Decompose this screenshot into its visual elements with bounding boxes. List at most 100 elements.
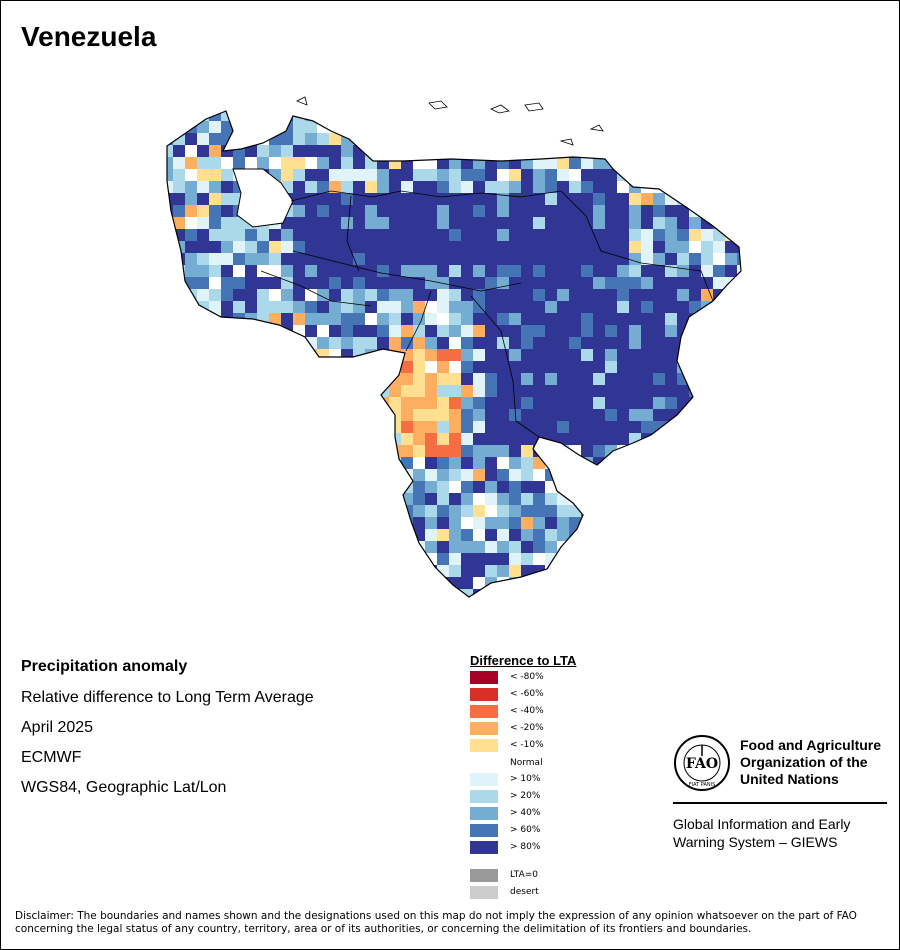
anomaly-cell [497, 445, 509, 457]
anomaly-cell [593, 313, 605, 325]
anomaly-cell [689, 493, 701, 505]
anomaly-cell [521, 313, 533, 325]
anomaly-cell [629, 229, 641, 241]
anomaly-cell [605, 373, 617, 385]
anomaly-cell [485, 181, 497, 193]
anomaly-cell [377, 111, 389, 121]
anomaly-cell [461, 385, 473, 397]
anomaly-cell [317, 265, 329, 277]
anomaly-cell [221, 445, 233, 457]
anomaly-cell [449, 349, 461, 361]
anomaly-cell [629, 157, 641, 169]
anomaly-cell [293, 349, 305, 361]
anomaly-cell [173, 361, 185, 373]
anomaly-cell [593, 277, 605, 289]
anomaly-cell [665, 97, 677, 109]
anomaly-cell [689, 157, 701, 169]
anomaly-cell [401, 145, 413, 157]
anomaly-cell [473, 229, 485, 241]
anomaly-cell [341, 205, 353, 217]
anomaly-cell [209, 325, 221, 337]
anomaly-cell [497, 229, 509, 241]
anomaly-cell [461, 229, 473, 241]
anomaly-cell [413, 577, 425, 589]
anomaly-cell [473, 133, 485, 145]
anomaly-cell [233, 433, 245, 445]
anomaly-cell [473, 241, 485, 253]
anomaly-cell [569, 589, 581, 597]
anomaly-cell [521, 481, 533, 493]
anomaly-cell [257, 457, 269, 469]
anomaly-cell [545, 313, 557, 325]
anomaly-cell [497, 541, 509, 553]
anomaly-cell [401, 277, 413, 289]
anomaly-cell [473, 493, 485, 505]
anomaly-cell [521, 493, 533, 505]
anomaly-cell [269, 433, 281, 445]
anomaly-cell [173, 349, 185, 361]
anomaly-cell [509, 145, 521, 157]
anomaly-cell [557, 553, 569, 565]
anomaly-cell [389, 445, 401, 457]
anomaly-cell [353, 481, 365, 493]
anomaly-cell [641, 229, 653, 241]
anomaly-cell [713, 253, 725, 265]
anomaly-cell [557, 265, 569, 277]
anomaly-cell [401, 553, 413, 565]
anomaly-cell [509, 493, 521, 505]
anomaly-cell [737, 337, 741, 349]
anomaly-cell [689, 469, 701, 481]
anomaly-cell [485, 121, 497, 133]
anomaly-cell [281, 385, 293, 397]
anomaly-cell [737, 397, 741, 409]
anomaly-cell [197, 97, 209, 109]
anomaly-cell [245, 157, 257, 169]
anomaly-cell [701, 373, 713, 385]
anomaly-cell [209, 577, 221, 589]
anomaly-cell [401, 169, 413, 181]
anomaly-cell [617, 541, 629, 553]
anomaly-cell [305, 169, 317, 181]
anomaly-cell [701, 313, 713, 325]
anomaly-cell [605, 481, 617, 493]
anomaly-cell [569, 493, 581, 505]
anomaly-cell [665, 265, 677, 277]
anomaly-cell [677, 157, 689, 169]
anomaly-cell [713, 97, 725, 109]
anomaly-cell [701, 229, 713, 241]
anomaly-cell [437, 553, 449, 565]
anomaly-cell [521, 469, 533, 481]
anomaly-cell [737, 517, 741, 529]
anomaly-cell [701, 157, 713, 169]
anomaly-cell [473, 253, 485, 265]
anomaly-cell [197, 111, 209, 121]
anomaly-cell [185, 181, 197, 193]
anomaly-cell [329, 241, 341, 253]
anomaly-cell [245, 373, 257, 385]
anomaly-cell [557, 277, 569, 289]
anomaly-cell [569, 385, 581, 397]
anomaly-cell [629, 121, 641, 133]
anomaly-cell [425, 277, 437, 289]
anomaly-cell [545, 265, 557, 277]
anomaly-cell [701, 253, 713, 265]
anomaly-cell [545, 289, 557, 301]
anomaly-cell [353, 565, 365, 577]
anomaly-cell [173, 409, 185, 421]
anomaly-cell [317, 469, 329, 481]
anomaly-cell [281, 145, 293, 157]
anomaly-cell [581, 565, 593, 577]
anomaly-cell [197, 529, 209, 541]
anomaly-cell [653, 397, 665, 409]
anomaly-cell [617, 277, 629, 289]
anomaly-cell [641, 541, 653, 553]
anomaly-cell [581, 325, 593, 337]
anomaly-cell [677, 313, 689, 325]
anomaly-cell [605, 385, 617, 397]
anomaly-cell [569, 313, 581, 325]
anomaly-cell [689, 457, 701, 469]
anomaly-cell [617, 337, 629, 349]
anomaly-cell [557, 457, 569, 469]
anomaly-cell [257, 97, 269, 109]
anomaly-cell [281, 301, 293, 313]
